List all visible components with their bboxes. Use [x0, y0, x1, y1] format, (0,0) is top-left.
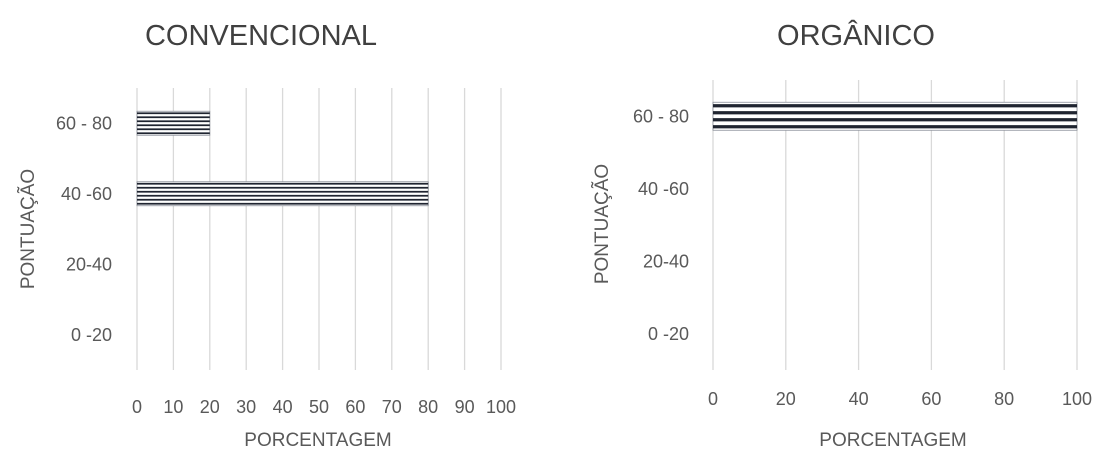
- x-tick-label: 40: [273, 397, 293, 417]
- y-tick-labels: 0 -20 20-40 40 -60 60 - 80: [633, 106, 689, 344]
- x-tick-labels: 0 20 40 60 80 100: [708, 389, 1092, 409]
- y-tick-label: 20-40: [643, 251, 689, 271]
- y-tick-label: 60 - 80: [56, 113, 112, 133]
- chart-title: ORGÂNICO: [777, 19, 935, 52]
- x-tick-label: 20: [776, 389, 796, 409]
- x-tick-label: 60: [345, 397, 365, 417]
- x-tick-label: 100: [1062, 389, 1092, 409]
- y-tick-label: 40 -60: [638, 179, 689, 199]
- x-tick-label: 90: [455, 397, 475, 417]
- x-tick-label: 100: [486, 397, 516, 417]
- bar: [136, 181, 429, 207]
- y-tick-labels: 0 -20 20-40 40 -60 60 - 80: [56, 113, 112, 345]
- bar: [136, 110, 211, 136]
- x-tick-label: 0: [708, 389, 718, 409]
- x-tick-label: 10: [163, 397, 183, 417]
- x-tick-labels: 0 10 20 30 40 50 60 70 80 90 100: [132, 397, 516, 417]
- x-tick-label: 50: [309, 397, 329, 417]
- x-tick-label: 80: [994, 389, 1014, 409]
- x-tick-label: 0: [132, 397, 142, 417]
- y-tick-label: 0 -20: [648, 324, 689, 344]
- x-axis-label: PORCENTAGEM: [244, 430, 391, 450]
- x-tick-label: 30: [236, 397, 256, 417]
- x-axis-label: PORCENTAGEM: [819, 430, 966, 450]
- y-tick-label: 0 -20: [71, 325, 112, 345]
- y-tick-label: 60 - 80: [633, 106, 689, 126]
- x-tick-label: 70: [382, 397, 402, 417]
- x-tick-label: 20: [200, 397, 220, 417]
- bars: [712, 101, 1078, 131]
- x-tick-label: 40: [849, 389, 869, 409]
- bar: [712, 101, 1078, 131]
- y-axis-label: PONTUAÇÃO: [17, 169, 39, 289]
- y-axis-label: PONTUAÇÃO: [591, 164, 613, 284]
- chart-title: CONVENCIONAL: [145, 20, 377, 52]
- bars: [136, 110, 429, 207]
- x-tick-label: 80: [418, 397, 438, 417]
- y-tick-label: 20-40: [66, 254, 112, 274]
- y-tick-label: 40 -60: [61, 184, 112, 204]
- x-tick-label: 60: [921, 389, 941, 409]
